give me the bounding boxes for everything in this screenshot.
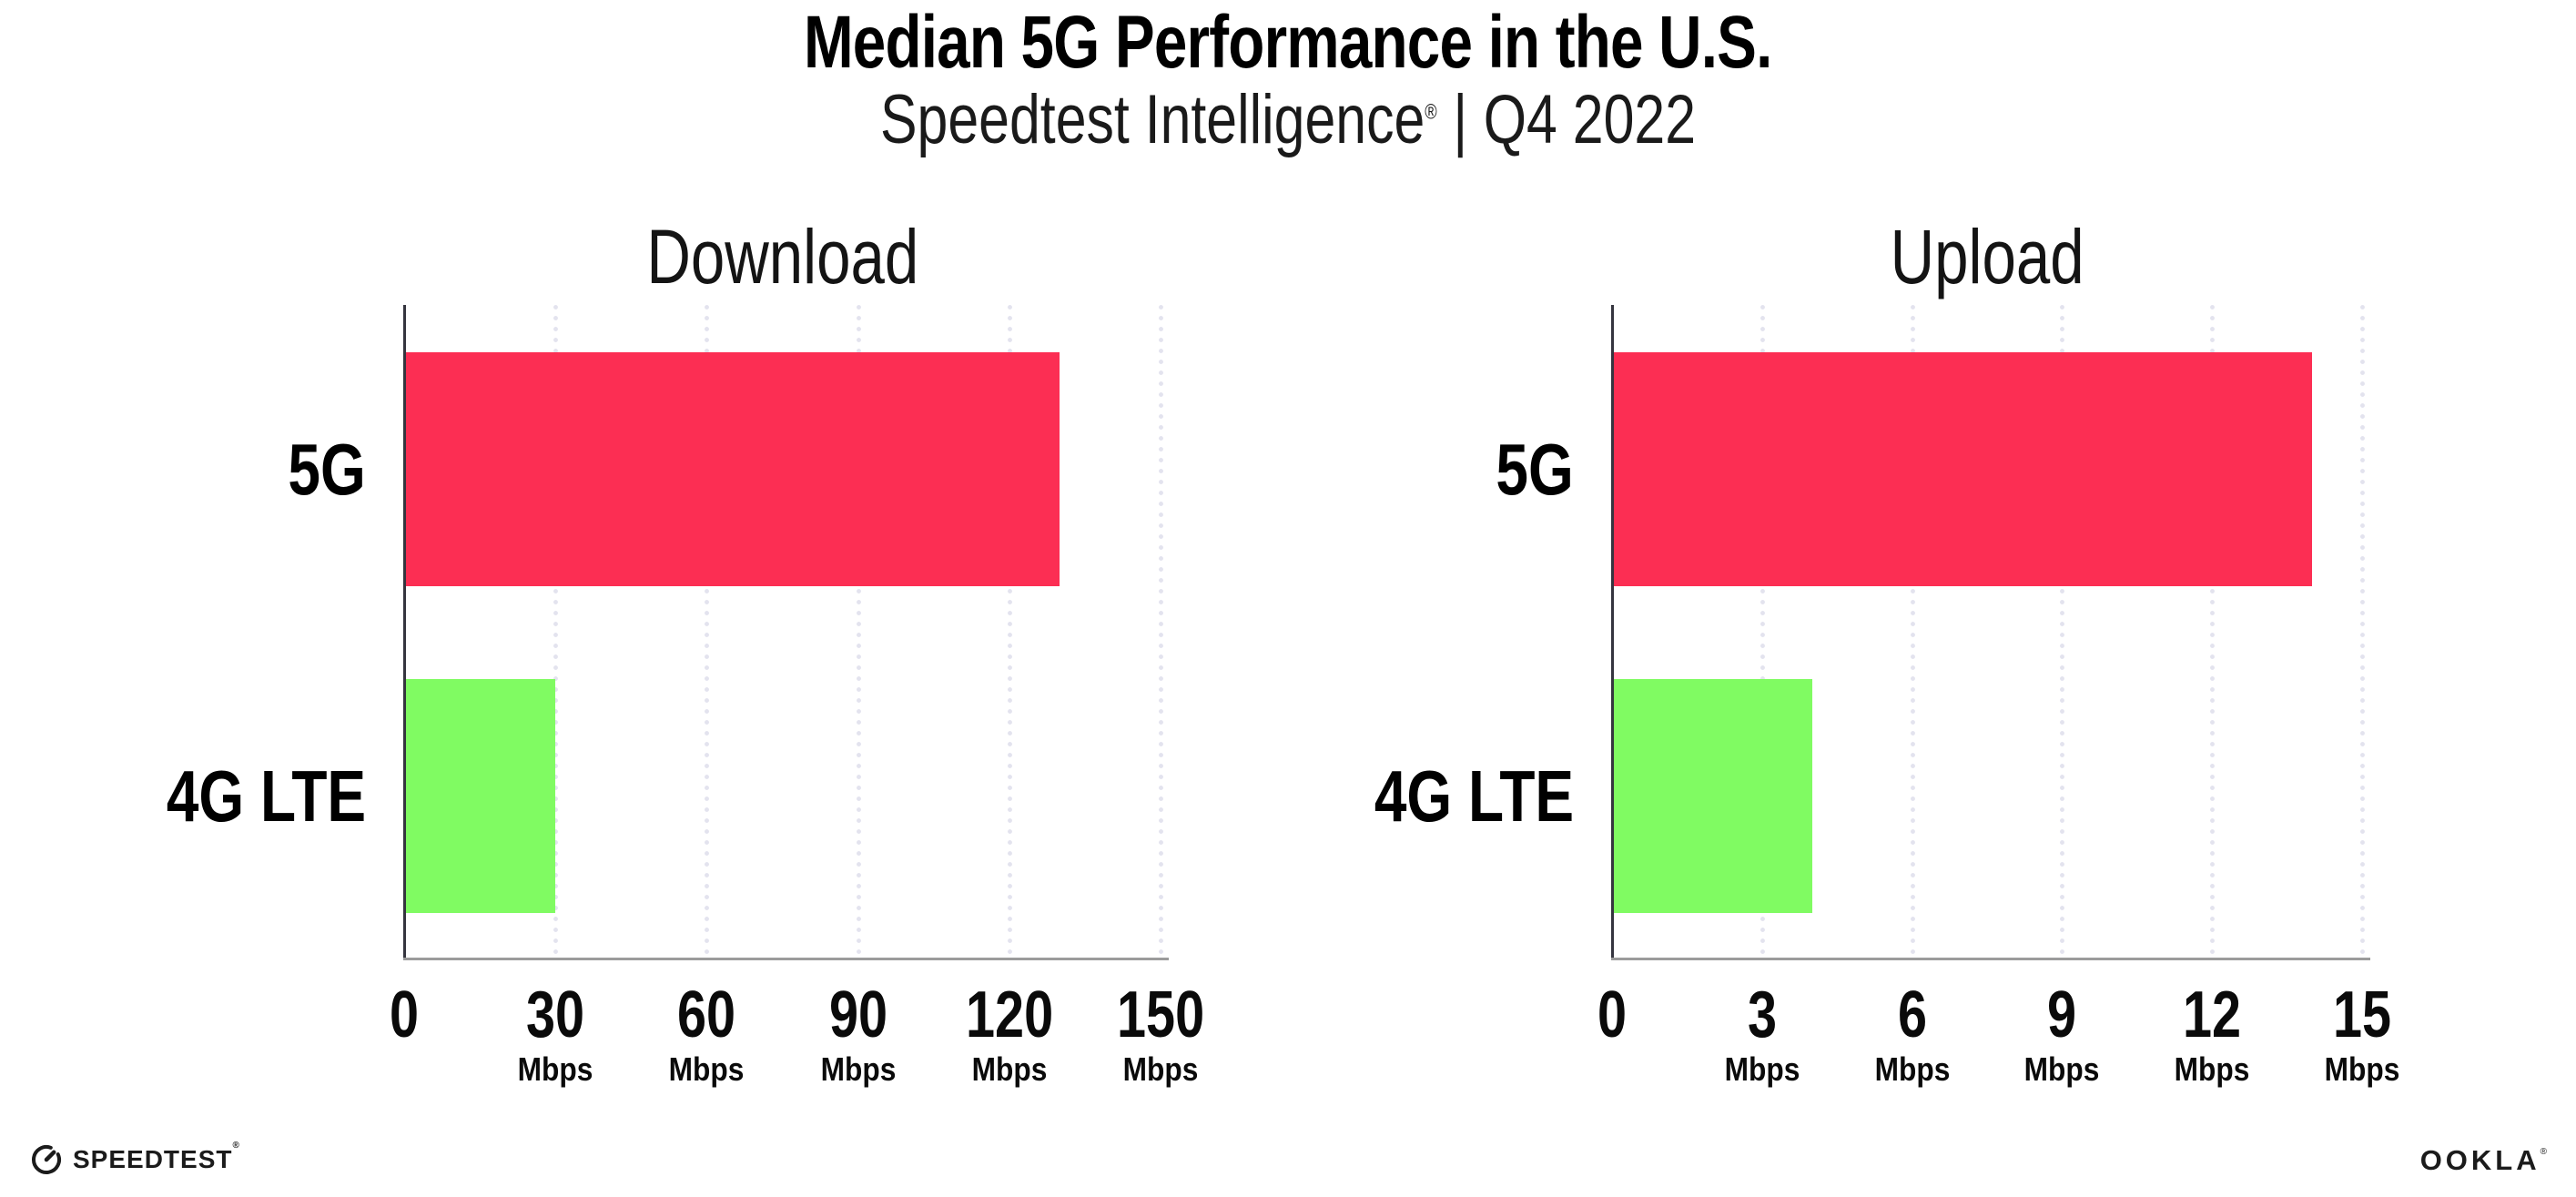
- gridline-150: [1159, 305, 1163, 959]
- gridline-90: [856, 305, 861, 959]
- category-label-5g: 5G: [1496, 428, 1574, 510]
- subtitle-separator: |: [1453, 81, 1468, 158]
- ookla-wordmark: OOKLA: [2419, 1143, 2541, 1176]
- x-tick-15-mbps: 15 Mbps: [2324, 979, 2400, 1088]
- bar-5g-download: [404, 352, 1060, 586]
- gridline-15: [2360, 305, 2365, 959]
- download-plot-area: 5G 4G LTE 0 30 Mbps 60 Mbps 90 Mbps 120 Mbps 150 Mbp…: [167, 305, 1204, 1086]
- speedtest-logo: SPEEDTEST®: [30, 1141, 240, 1178]
- x-tick-150-mbps: 150 Mbps: [1116, 979, 1205, 1088]
- bar-5g-upload: [1612, 352, 2313, 586]
- speedtest-wordmark: SPEEDTEST®: [73, 1141, 240, 1173]
- x-tick-120-mbps: 120 Mbps: [965, 979, 1053, 1088]
- gridline-12: [2210, 305, 2216, 959]
- x-tick-12-mbps: 12 Mbps: [2174, 979, 2250, 1088]
- registered-mark: ®: [1425, 99, 1437, 124]
- x-tick-6-mbps: 6 Mbps: [1874, 979, 1950, 1088]
- gridline-3: [1760, 305, 1765, 959]
- x-axis-line: [403, 958, 1169, 960]
- x-tick-30-mbps: 30 Mbps: [517, 979, 593, 1088]
- x-tick-0: 0: [389, 979, 420, 1051]
- x-tick-0: 0: [1597, 979, 1628, 1051]
- gridline-9: [2060, 305, 2065, 959]
- subtitle-brand: Speedtest Intelligence: [879, 81, 1425, 158]
- x-axis-line: [1611, 958, 2370, 960]
- x-tick-3-mbps: 3 Mbps: [1724, 979, 1800, 1088]
- ookla-logo: OOKLA ®: [2420, 1141, 2547, 1178]
- gridline-6: [1910, 305, 1915, 959]
- x-tick-90-mbps: 90 Mbps: [820, 979, 896, 1088]
- bar-4g-lte-upload: [1612, 679, 1812, 913]
- ookla-registered-mark: ®: [2540, 1147, 2547, 1157]
- gridline-120: [1007, 305, 1012, 959]
- category-label-4g-lte: 4G LTE: [166, 755, 366, 837]
- x-tick-60-mbps: 60 Mbps: [669, 979, 745, 1088]
- gridline-30: [553, 305, 559, 959]
- x-tick-9-mbps: 9 Mbps: [2024, 979, 2100, 1088]
- page-title: Median 5G Performance in the U.S.: [0, 1, 2576, 84]
- upload-chart-title: Upload: [1890, 214, 2084, 299]
- speedtest-gauge-icon: [32, 1145, 61, 1174]
- category-label-5g: 5G: [288, 428, 366, 510]
- page-subtitle: Speedtest Intelligence® | Q4 2022: [0, 84, 2576, 157]
- download-chart-title: Download: [646, 214, 918, 299]
- page-title-text: Median 5G Performance in the U.S.: [804, 1, 1772, 84]
- bar-4g-lte-download: [404, 679, 556, 913]
- speedtest-registered-mark: ®: [232, 1141, 240, 1151]
- gridline-60: [705, 305, 710, 959]
- category-label-4g-lte: 4G LTE: [1374, 755, 1574, 837]
- y-axis-line: [403, 305, 406, 959]
- subtitle-period: Q4 2022: [1483, 81, 1696, 158]
- gauge-needle: [44, 1150, 56, 1162]
- upload-plot-area: 5G 4G LTE 0 3 Mbps 6 Mbps 9 Mbps 12 Mbps 15 Mbps: [1374, 305, 2399, 1086]
- y-axis-line: [1611, 305, 1614, 959]
